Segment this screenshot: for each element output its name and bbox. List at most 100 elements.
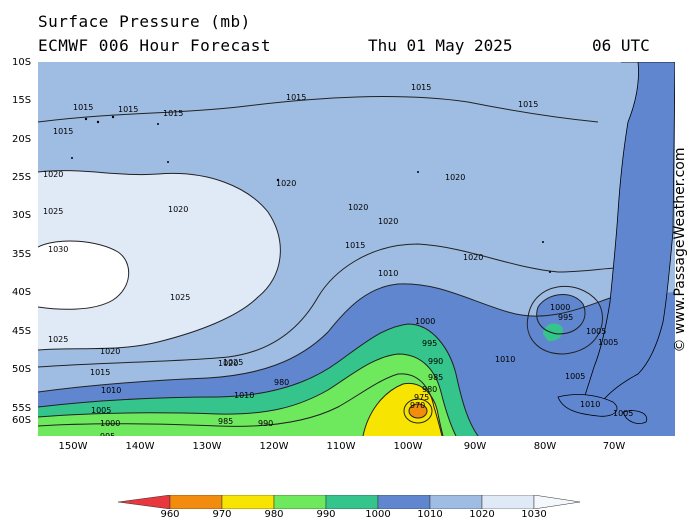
scale-segment-980: [221, 495, 275, 509]
scale-segment-1000: [325, 495, 379, 509]
isobar-label: 1025: [170, 293, 190, 302]
pacific-islands: [71, 115, 551, 273]
isobar-label: 1015: [345, 241, 365, 250]
isobar-label: 1010: [378, 269, 398, 278]
lat-label-60s: 60S: [12, 415, 32, 426]
lat-label-55s: 55S: [12, 403, 32, 414]
isobar-labels: 1015 1015 1015 1015 1015 1015 1015 1020 …: [43, 83, 633, 436]
falkland-area: [622, 410, 648, 424]
isobar-label: 1010: [495, 355, 515, 364]
lon-label-110w: 110W: [326, 441, 356, 452]
color-scale-bar: [118, 495, 581, 509]
lat-label-25s: 25S: [12, 172, 32, 183]
isobar-label: 1010: [234, 391, 254, 400]
isobar-label: 1025: [48, 335, 68, 344]
low-center: [409, 404, 427, 418]
lon-label-70w: 70W: [602, 441, 626, 452]
isobar-label: 990: [428, 357, 443, 366]
isobar-label: 1015: [90, 368, 110, 377]
forecast-subtitle: ECMWF 006 Hour Forecast: [38, 36, 272, 55]
pressure-map: 1015 1015 1015 1015 1015 1015 1015 1020 …: [38, 62, 675, 436]
isobar-label: 980: [274, 378, 289, 387]
isobar-label: 995: [100, 432, 115, 436]
scale-label-990: 990: [316, 509, 336, 520]
isobar-label: 1020: [100, 347, 120, 356]
isobar-label: 1005: [586, 327, 606, 336]
isobar-label: 1010: [580, 400, 600, 409]
isobar-label: 1005: [565, 372, 585, 381]
isobar-label: 1020: [378, 217, 398, 226]
isobar-label: 1015: [518, 100, 538, 109]
scale-label-1000: 1000: [365, 509, 391, 520]
isobar-label: 1015: [73, 103, 93, 112]
isobar-label: 1010: [101, 386, 121, 395]
isobar-label: 1015: [118, 105, 138, 114]
scale-label-1030: 1030: [521, 509, 547, 520]
chile-low-ring: [536, 294, 586, 334]
isobar-label: 1015: [411, 83, 431, 92]
isobar-label: 1025: [223, 358, 243, 367]
scale-segment-960: [118, 495, 171, 509]
isobar-label: 1005: [598, 338, 618, 347]
scale-segment-990: [273, 495, 327, 509]
land-masses: [557, 62, 675, 424]
map-title: Surface Pressure (mb): [38, 12, 251, 31]
isobar-label: 1005: [613, 409, 633, 418]
isobar-label: 975: [414, 393, 429, 402]
isobar-label: 970: [410, 401, 425, 410]
south-america-coast: [582, 62, 675, 408]
isobar-label: 995: [422, 339, 437, 348]
isobar-label: 1020: [168, 205, 188, 214]
isobar-label: 1030: [48, 245, 68, 254]
isobar-label: 985: [428, 373, 443, 382]
isobar-label: 990: [258, 419, 273, 428]
isobar-lines: [38, 96, 639, 436]
tierra-del-fuego: [557, 394, 618, 417]
watermark: © www.PassageWeather.com: [672, 147, 688, 353]
scale-segment-970: [169, 495, 223, 509]
isobar-label: 980: [422, 385, 437, 394]
isobar-label: 1005: [91, 406, 111, 415]
isobar-label: 1000: [550, 303, 570, 312]
lat-label-30s: 30S: [12, 210, 32, 221]
forecast-date: Thu 01 May 2025: [368, 36, 513, 55]
lon-label-140w: 140W: [125, 441, 155, 452]
isobar-label: 1020: [276, 179, 296, 188]
lon-label-120w: 120W: [259, 441, 289, 452]
lon-label-100w: 100W: [393, 441, 423, 452]
isobar-label: 1025: [43, 207, 63, 216]
isobar-label: 1020: [463, 253, 483, 262]
lon-label-90w: 90W: [463, 441, 487, 452]
isobar-label: 1015: [163, 109, 183, 118]
forecast-time: 06 UTC: [592, 36, 650, 55]
scale-label-970: 970: [212, 509, 232, 520]
isobar-label: 1020: [445, 173, 465, 182]
scale-segment-1020: [429, 495, 483, 509]
lat-label-10s: 10S: [12, 57, 32, 68]
lat-label-45s: 45S: [12, 326, 32, 337]
chile-low-center: [543, 323, 563, 342]
lat-label-15s: 15S: [12, 95, 32, 106]
scale-label-980: 980: [264, 509, 284, 520]
scale-segment-1030: [481, 495, 535, 509]
isobar-label: 1020: [43, 170, 63, 179]
isobar-label: 1015: [53, 127, 73, 136]
scale-segment-1010: [377, 495, 431, 509]
band-970-980: [363, 383, 443, 436]
lon-label-150w: 150W: [58, 441, 88, 452]
isobar-label: 985: [218, 417, 233, 426]
scale-segment-max: [533, 495, 581, 509]
scale-label-1020: 1020: [469, 509, 495, 520]
isobar-label: 1020: [348, 203, 368, 212]
lat-label-20s: 20S: [12, 134, 32, 145]
isobar-label: 1015: [286, 93, 306, 102]
isobar-label: 1000: [100, 419, 120, 428]
band-above-1030: [38, 240, 129, 310]
isobar-label: 995: [558, 313, 573, 322]
lat-label-50s: 50S: [12, 364, 32, 375]
scale-label-1010: 1010: [417, 509, 443, 520]
isobar-label: 1020: [218, 359, 238, 368]
lon-label-130w: 130W: [192, 441, 222, 452]
scale-label-960: 960: [160, 509, 180, 520]
lat-label-35s: 35S: [12, 249, 32, 260]
